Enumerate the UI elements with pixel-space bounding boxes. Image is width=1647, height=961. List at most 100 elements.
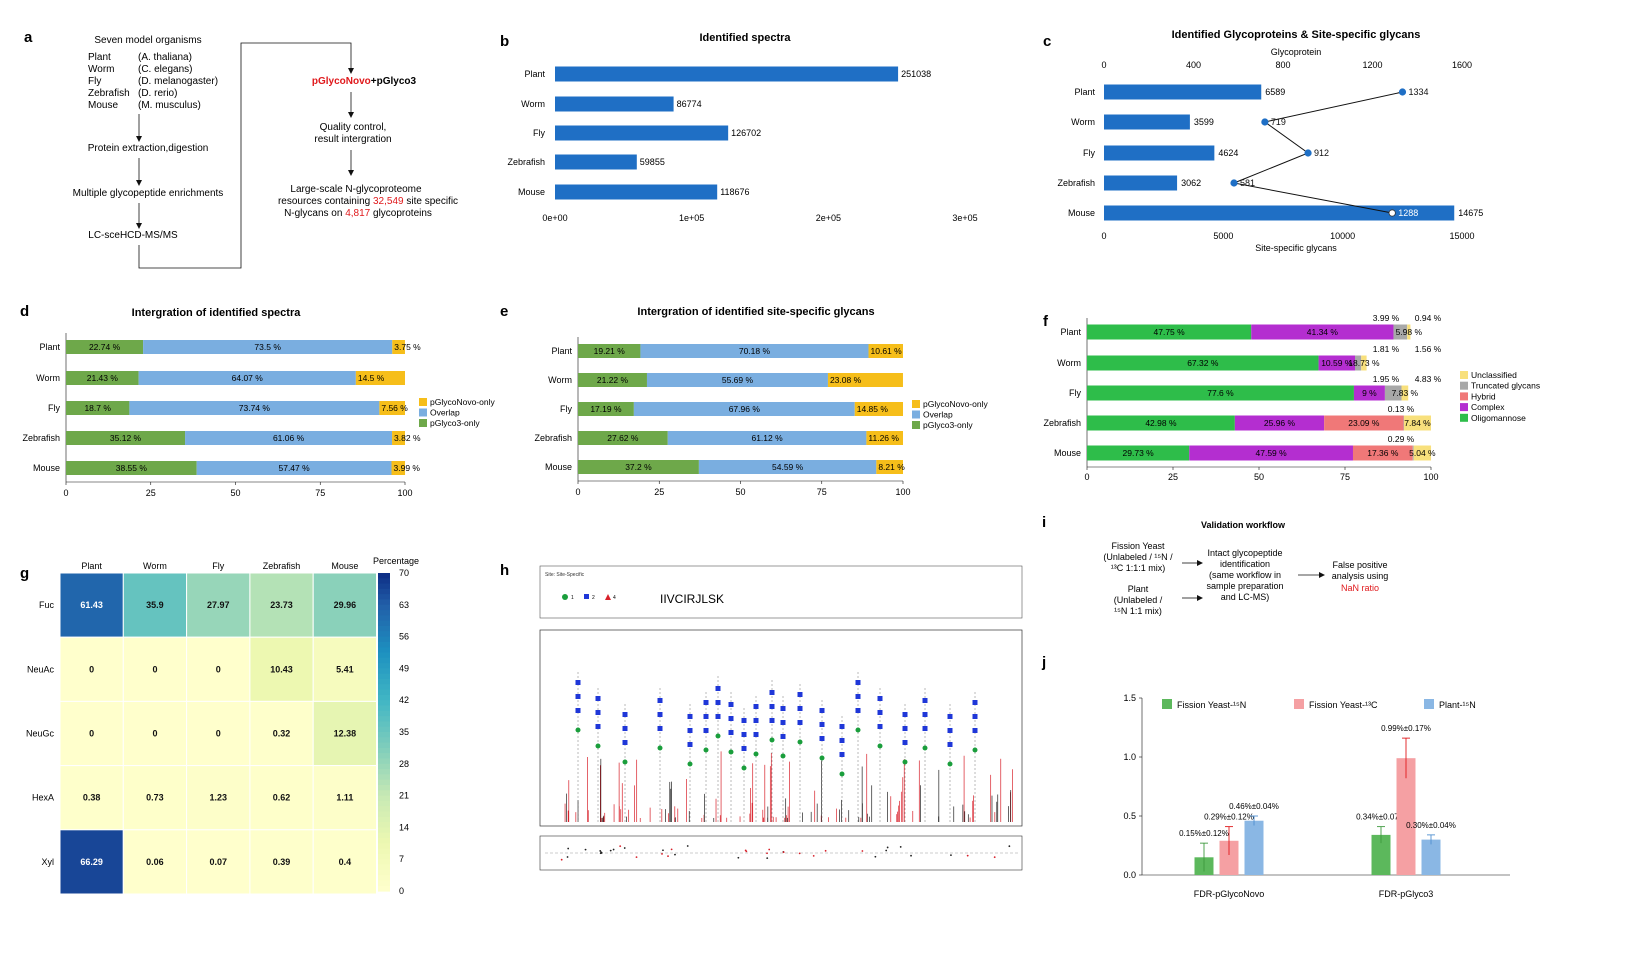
colorbar-tick-label: 70 [399,568,409,578]
peptide-sequence: IIVCIRJLSK [660,592,724,606]
bar [1371,834,1391,875]
stack-segment [1384,385,1402,401]
cell-value: 27.97 [207,600,230,610]
heatmap-cell [186,829,251,895]
bar [1219,840,1239,875]
heatmap-cell [59,829,124,895]
error-point [667,855,669,858]
cell-value: 0.73 [146,793,164,803]
organism-name: Zebrafish [88,88,130,99]
category-label: Fly [533,128,545,138]
panel-j-validation-results: 0.0 0.5 1.0 1.5 FDR-pGlycoNovo 0.15%±0.12% 0.2… [1123,693,1510,899]
glycan-square-icon [922,726,928,731]
legend-label: Complex [1471,402,1505,412]
middle-line: and LC-MS) [1221,592,1270,602]
glycan-square-icon [972,714,978,719]
glycan-square-icon [877,710,883,715]
stack-segment [1087,355,1319,371]
glycan-square-icon [819,736,825,741]
segment-label: 23.08 % [830,375,862,385]
arrow-head-icon [136,223,142,229]
segment-label: 18.7 % [84,403,111,413]
yeast-line: ¹³C 1:1:1 mix) [1111,563,1166,573]
panel-c-glycoproteins: Identified Glycoproteins & Site-specific… [1057,29,1483,253]
cell-value: 0 [89,664,94,674]
colorbar-step [378,747,390,754]
segment-label: 3.99 % [394,463,421,473]
glycan-circle-icon [753,751,759,757]
category-label: Mouse [518,187,545,197]
glycan-square-icon [753,704,759,709]
glycan-circle-icon [687,761,693,767]
result-line3: N-glycans on 4,817 glycoproteins [284,208,432,219]
legend-label: Hybrid [1471,391,1496,401]
glycan-square-icon [753,718,759,723]
glycan-circle-icon [877,743,883,749]
category-label: Worm [548,375,572,385]
legend-label: Plant-¹⁵N [1439,700,1476,710]
glycan-square-icon [922,698,928,703]
bar-value-label: 0.30%±0.04% [1406,821,1456,830]
category-label: FDR-pGlyco3 [1379,889,1434,899]
point-value-label: 581 [1240,178,1255,188]
stack-segment [1407,324,1411,340]
glycan-circle-icon [657,745,663,751]
panel-label-h: h [500,562,509,579]
top-tick-label: 1200 [1362,60,1382,70]
segment-label: 17.19 % [590,404,622,414]
arrow-head-icon [1197,595,1203,601]
segment-label: 5.98 % [1396,327,1423,337]
spectrum-error-box [539,835,1023,871]
glycan-square-icon [780,706,786,711]
glycan-square-icon [657,698,663,703]
stack-segment [854,402,903,416]
column-label: Zebrafish [263,561,301,571]
bar-value-label: 118676 [720,187,749,197]
chart-content: Plant 47.75 % 41.34 % 5.98 % 3.99 % 0.94 % Wor… [1043,313,1540,482]
glycan-square-icon [703,728,709,733]
category-label: Mouse [33,463,60,473]
stack-segment [1353,385,1385,401]
error-point [910,854,912,857]
x-tick-label: 1e+05 [679,213,704,223]
glycan-square-icon [797,692,803,697]
colorbar-step [378,848,390,855]
error-point [619,845,622,848]
stack-segment [578,402,634,416]
error-point [560,858,563,861]
category-label: Fly [48,403,60,413]
colorbar-tick-label: 28 [399,759,409,769]
cell-value: 0.39 [273,857,291,867]
category-label: Mouse [1054,448,1081,458]
bar [555,66,899,82]
panel-label-f: f [1043,313,1049,330]
segment-label: 21.22 % [597,375,629,385]
cell-value: 0.07 [209,857,227,867]
cell-value: 1.11 [336,793,353,803]
legend-swatch [1460,392,1468,401]
arrow-head-icon [1197,560,1203,566]
glycan-square-icon [622,726,628,731]
bar-value-label: 4624 [1218,148,1238,158]
stack-segment [1361,355,1367,371]
stack-segment [1087,445,1190,461]
bar-value-label: 0.46%±0.04% [1229,802,1279,811]
segment-label: 57.47 % [278,463,310,473]
step-lcms: LC-sceHCD-MS/MS [88,230,178,241]
colorbar-step [378,673,390,680]
heatmap-cell [59,765,124,831]
glycan-square-icon [797,706,803,711]
top-tick-label: 400 [1186,60,1201,70]
colorbar-step [378,663,390,669]
stack-segment [1413,445,1432,461]
colorbar-step [378,631,390,638]
glycan-square-icon [728,702,734,707]
organism-name: Fly [88,76,101,87]
top-tick-label: 800 [1275,60,1290,70]
category-label: Zebrafish [1043,418,1081,428]
stack-segment [667,431,867,445]
category-label: Mouse [1068,208,1095,218]
heatmap-cell [122,572,188,638]
legend-swatch [912,421,920,429]
row-label: NeuAc [27,664,55,674]
